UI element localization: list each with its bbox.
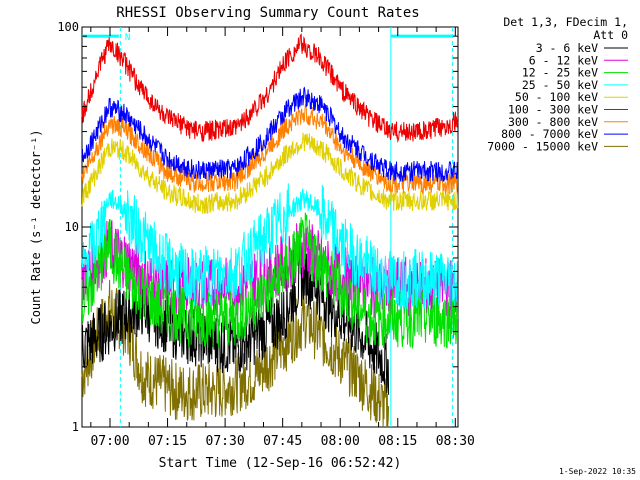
y-tick-label: 1 xyxy=(72,420,79,434)
x-axis: 07:00 07:15 07:30 07:45 08:00 08:15 08:30 xyxy=(90,27,475,449)
x-axis-label: Start Time (12-Sep-16 06:52:42) xyxy=(159,456,402,471)
legend-label: 25 - 50 keV xyxy=(522,78,598,92)
flag-annotation: N xyxy=(125,33,130,43)
x-tick-label: 07:00 xyxy=(90,434,129,449)
legend-label: 800 - 7000 keV xyxy=(501,127,598,141)
footer-timestamp: 1-Sep-2022 10:35 xyxy=(559,467,636,476)
x-tick-label: 08:00 xyxy=(321,434,360,449)
legend-label: 6 - 12 keV xyxy=(529,53,598,67)
series-layer xyxy=(81,33,459,428)
x-tick-label: 07:45 xyxy=(263,434,302,449)
series-line xyxy=(81,212,459,350)
x-tick-label: 07:15 xyxy=(148,434,187,449)
y-tick-label: 10 xyxy=(65,220,79,234)
legend-label: 50 - 100 keV xyxy=(515,90,598,104)
legend-label: 300 - 800 keV xyxy=(508,115,598,129)
x-tick-label: 08:15 xyxy=(378,434,417,449)
y-axis-label: Count Rate (s⁻¹ detector⁻¹) xyxy=(29,129,43,324)
legend-label: 7000 - 15000 keV xyxy=(487,139,598,153)
y-axis: 1 10 100 xyxy=(57,20,458,434)
x-tick-label: 08:30 xyxy=(436,434,475,449)
series-line xyxy=(81,86,459,182)
legend-label: 12 - 25 keV xyxy=(522,66,598,80)
legend-header-line-1: Det 1,3, FDecim 1, xyxy=(503,15,628,29)
series-line xyxy=(81,102,458,195)
legend-label: 3 - 6 keV xyxy=(536,41,598,55)
legend-header-line-2: Att 0 xyxy=(593,28,628,42)
x-tick-label: 07:30 xyxy=(206,434,245,449)
series-line xyxy=(81,33,459,143)
legend-label: 100 - 300 keV xyxy=(508,103,598,117)
chart-title: RHESSI Observing Summary Count Rates xyxy=(116,5,419,21)
series-line xyxy=(81,183,459,310)
y-tick-label: 100 xyxy=(57,20,79,34)
